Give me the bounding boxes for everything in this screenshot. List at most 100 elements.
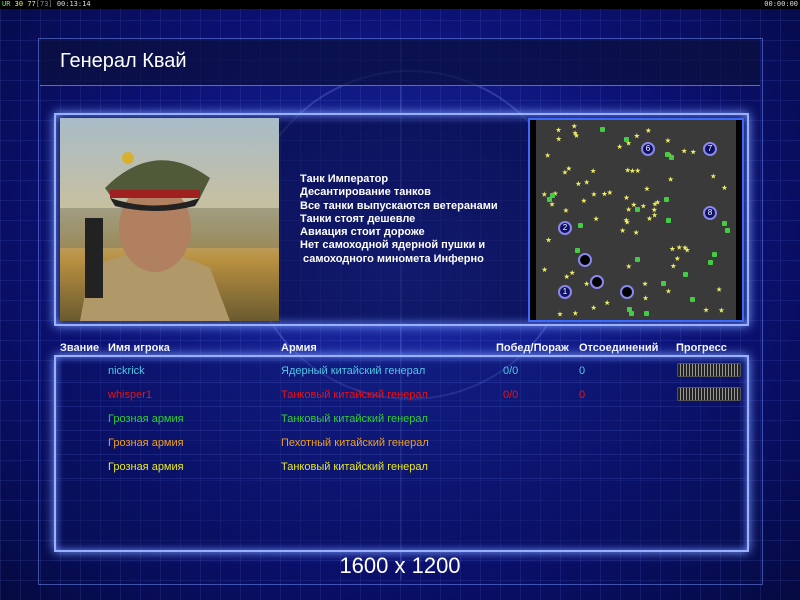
oil-derrick-icon bbox=[552, 190, 559, 197]
supply-pile-icon bbox=[682, 271, 688, 277]
oil-derrick-icon bbox=[623, 194, 630, 201]
window-frame bbox=[38, 38, 763, 585]
oil-derrick-icon bbox=[616, 143, 623, 150]
player-row[interactable]: whisper1 Танковый китайский генерал 0/0 … bbox=[56, 383, 746, 407]
oil-derrick-icon bbox=[557, 311, 563, 317]
player-name: whisper1 bbox=[108, 389, 153, 401]
start-position-marker[interactable]: 2 bbox=[558, 221, 572, 235]
oil-derrick-icon bbox=[684, 247, 691, 253]
player-army: Пехотный китайский генерал bbox=[281, 437, 429, 449]
oil-derrick-icon bbox=[629, 167, 636, 174]
status-fps: 30 bbox=[14, 0, 24, 8]
oil-derrick-icon bbox=[590, 304, 597, 311]
oil-derrick-icon bbox=[690, 148, 697, 155]
supply-pile-icon bbox=[634, 256, 640, 262]
feature-item: Авиация стоит дороже bbox=[300, 226, 425, 239]
oil-derrick-icon bbox=[633, 229, 640, 236]
player-row[interactable]: Грозная армия Танковый китайский генерал bbox=[56, 407, 746, 431]
column-header-rank[interactable]: Звание bbox=[60, 342, 100, 354]
column-header-winloss[interactable]: Побед/Пораж bbox=[496, 342, 569, 354]
oil-derrick-icon bbox=[676, 244, 683, 250]
status-bar: UR 30 77[73] 00:13:14 00:00:00 bbox=[0, 0, 800, 9]
player-winloss: 0/0 bbox=[503, 389, 519, 401]
oil-derrick-icon bbox=[644, 185, 650, 192]
occupied-start-marker[interactable] bbox=[620, 285, 634, 299]
oil-derrick-icon bbox=[646, 215, 653, 222]
feature-item: Танк Император bbox=[300, 173, 389, 185]
supply-pile-icon bbox=[546, 196, 552, 202]
supply-pile-icon bbox=[635, 207, 641, 213]
oil-derrick-icon bbox=[583, 179, 590, 185]
supply-pile-icon bbox=[663, 197, 669, 203]
oil-derrick-icon bbox=[645, 127, 652, 134]
oil-derrick-icon bbox=[652, 201, 658, 207]
oil-derrick-icon bbox=[569, 269, 576, 276]
oil-derrick-icon bbox=[591, 191, 597, 197]
occupied-start-marker[interactable] bbox=[590, 275, 604, 289]
oil-derrick-icon bbox=[619, 227, 626, 234]
player-name: Грозная армия bbox=[108, 437, 184, 449]
player-row[interactable]: Грозная армия Танковый китайский генерал bbox=[56, 455, 746, 479]
column-header-disconnects[interactable]: Отсоединений bbox=[579, 342, 659, 354]
oil-derrick-icon bbox=[549, 201, 555, 207]
column-header-player[interactable]: Имя игрока bbox=[108, 342, 170, 354]
oil-derrick-icon bbox=[562, 169, 568, 175]
supply-pile-icon bbox=[599, 127, 605, 133]
oil-derrick-icon bbox=[544, 152, 551, 158]
oil-derrick-icon bbox=[555, 126, 562, 133]
oil-derrick-icon bbox=[572, 310, 579, 316]
feature-item: Танки стоят дешевле bbox=[300, 212, 416, 225]
supply-pile-icon bbox=[660, 280, 666, 286]
oil-derrick-icon bbox=[640, 203, 647, 209]
oil-derrick-icon bbox=[601, 190, 608, 197]
oil-derrick-icon bbox=[575, 180, 582, 187]
oil-derrick-icon bbox=[633, 132, 640, 139]
start-position-marker[interactable]: 1 bbox=[558, 285, 572, 299]
oil-derrick-icon bbox=[580, 197, 587, 204]
oil-derrick-icon bbox=[563, 273, 570, 280]
status-ur: UR bbox=[2, 0, 11, 8]
oil-derrick-icon bbox=[642, 295, 649, 301]
column-header-army[interactable]: Армия bbox=[281, 342, 317, 354]
supply-pile-icon bbox=[627, 306, 633, 312]
oil-derrick-icon bbox=[667, 176, 674, 182]
oil-derrick-icon bbox=[541, 266, 548, 273]
oil-derrick-icon bbox=[716, 286, 722, 292]
oil-derrick-icon bbox=[555, 135, 562, 142]
oil-derrick-icon bbox=[670, 263, 677, 269]
status-val: 77 bbox=[27, 0, 36, 8]
feature-item: Все танки выпускаются ветеранами bbox=[300, 199, 498, 212]
occupied-start-marker[interactable] bbox=[578, 253, 592, 267]
oil-derrick-icon bbox=[630, 201, 637, 208]
oil-derrick-icon bbox=[721, 184, 728, 191]
start-position-marker[interactable]: 7 bbox=[703, 142, 717, 156]
start-position-marker[interactable]: 6 bbox=[641, 142, 655, 156]
start-position-marker[interactable]: 8 bbox=[703, 206, 717, 220]
oil-derrick-icon bbox=[651, 206, 658, 213]
supply-pile-icon bbox=[722, 220, 728, 226]
player-army: Танковый китайский генерал bbox=[281, 413, 428, 425]
column-header-progress[interactable]: Прогресс bbox=[676, 342, 727, 354]
map-border bbox=[530, 120, 536, 320]
player-disconnects: 0 bbox=[579, 365, 586, 377]
status-clock: 00:00:00 bbox=[764, 0, 798, 8]
player-name: Грозная армия bbox=[108, 413, 184, 425]
player-row[interactable]: nickrick Ядерный китайский генерал 0/0 0 bbox=[56, 359, 746, 383]
feature-item: Десантирование танков bbox=[300, 186, 431, 199]
oil-derrick-icon bbox=[583, 280, 590, 287]
player-row[interactable]: Грозная армия Пехотный китайский генерал bbox=[56, 431, 746, 455]
oil-derrick-icon bbox=[541, 191, 548, 197]
oil-derrick-icon bbox=[593, 215, 599, 222]
supply-pile-icon bbox=[549, 193, 555, 199]
supply-pile-icon bbox=[668, 155, 674, 161]
status-bracket: [73] bbox=[35, 0, 53, 8]
oil-derrick-icon bbox=[625, 206, 632, 212]
oil-derrick-icon bbox=[665, 288, 672, 294]
oil-derrick-icon bbox=[571, 123, 578, 129]
map-preview[interactable]: 1 2 6 7 8 bbox=[528, 118, 744, 322]
player-army: Танковый китайский генерал bbox=[281, 461, 428, 473]
page-title: Генерал Квай bbox=[60, 50, 187, 72]
title-bar bbox=[40, 40, 760, 86]
feature-item: Нет самоходной ядерной пушки и bbox=[300, 239, 486, 252]
oil-derrick-icon bbox=[651, 212, 658, 218]
